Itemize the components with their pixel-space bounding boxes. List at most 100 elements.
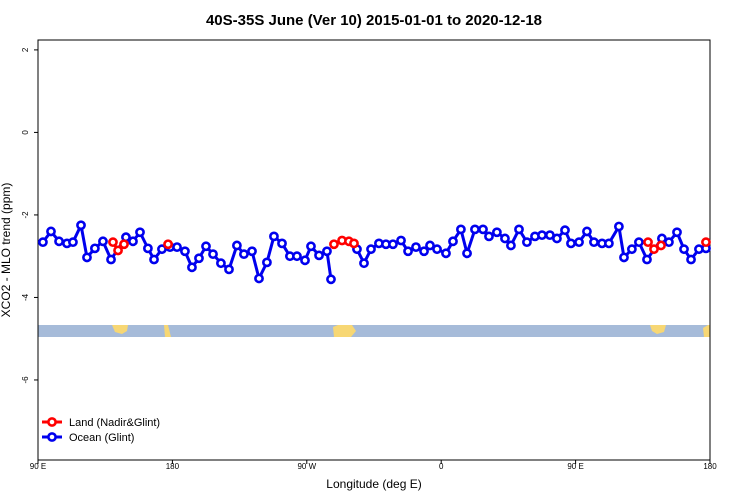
data-point (326, 274, 336, 285)
data-point (89, 243, 100, 254)
data-point (462, 248, 472, 259)
x-tick-label: 0 (439, 462, 444, 471)
data-point (701, 237, 711, 248)
data-point (396, 235, 406, 246)
data-point (614, 221, 624, 232)
x-axis-label: Longitude (deg E) (326, 477, 421, 491)
data-point (425, 240, 435, 251)
data-point (656, 240, 666, 251)
data-point (411, 242, 421, 253)
legend-label: Land (Nadir&Glint) (69, 417, 160, 429)
y-tick-label: 0 (21, 130, 30, 135)
y-tick-label: 2 (21, 47, 30, 52)
data-point (626, 244, 637, 255)
data-point (484, 231, 494, 242)
data-point (552, 233, 562, 244)
data-point (500, 233, 510, 244)
data-point (419, 246, 429, 257)
data-point (300, 255, 310, 266)
chart-title: 40S-35S June (Ver 10) 2015-01-01 to 2020… (206, 12, 542, 29)
data-point (143, 243, 153, 254)
data-point (172, 242, 182, 253)
data-point (589, 237, 599, 248)
legend-label: Ocean (Glint) (69, 432, 134, 444)
data-point (686, 254, 696, 265)
land-shape (333, 325, 356, 337)
data-point (187, 262, 197, 273)
data-point (113, 245, 123, 256)
legend-marker (47, 417, 57, 427)
data-point (388, 239, 398, 250)
x-tick-label: 90 W (297, 462, 316, 471)
data-point (82, 252, 92, 263)
data-point (514, 224, 524, 235)
data-point (54, 236, 64, 247)
data-point (492, 227, 502, 238)
data-point (478, 224, 488, 235)
data-point (322, 246, 332, 257)
data-point (643, 237, 653, 248)
data-point (128, 236, 138, 247)
data-point (634, 237, 644, 248)
data-point (208, 249, 218, 260)
data-point (224, 264, 234, 275)
data-point (194, 253, 204, 264)
data-point (664, 237, 674, 248)
data-point (180, 246, 190, 257)
data-point (106, 254, 116, 265)
data-point (135, 227, 145, 238)
data-point (349, 238, 359, 249)
data-point (359, 258, 369, 269)
data-point (119, 239, 129, 250)
data-point (619, 252, 629, 263)
data-point (163, 239, 173, 250)
legend-item: Land (Nadir&Glint) (42, 417, 160, 429)
x-tick-label: 90 E (30, 462, 46, 471)
data-point (306, 241, 316, 252)
data-point (582, 226, 592, 237)
data-point (566, 238, 576, 249)
data-point (522, 237, 532, 248)
data-point (403, 246, 413, 257)
data-point (98, 236, 108, 247)
data-point (448, 236, 458, 247)
x-tick-label: 180 (166, 462, 180, 471)
data-point (239, 249, 249, 260)
land-shape (703, 325, 710, 337)
data-point (46, 226, 56, 237)
data-point (157, 244, 167, 255)
land-shape (164, 325, 171, 337)
legend-item: Ocean (Glint) (42, 432, 134, 444)
data-point (254, 273, 264, 284)
data-point (314, 250, 324, 261)
data-point (247, 246, 257, 257)
legend-marker (47, 432, 57, 442)
data-point (470, 224, 480, 235)
data-point (108, 237, 118, 248)
data-point (679, 244, 689, 255)
y-tick-label: -4 (21, 293, 30, 301)
data-point (560, 225, 570, 236)
data-point (68, 237, 78, 248)
data-point (506, 240, 516, 251)
data-point (292, 251, 302, 262)
ocean-strip (38, 325, 710, 337)
data-point (38, 237, 48, 248)
data-point (456, 224, 466, 235)
data-point (441, 248, 451, 259)
data-point (366, 244, 376, 255)
map-strip (38, 325, 710, 337)
data-point (216, 258, 226, 269)
data-point (149, 254, 159, 265)
land-shape (650, 325, 666, 334)
data-point (232, 240, 242, 251)
data-point (432, 244, 442, 255)
data-point (269, 231, 279, 242)
y-tick-label: -6 (21, 376, 30, 384)
data-point (277, 238, 287, 249)
data-point (329, 239, 339, 250)
y-axis-label: XCO2 - MLO trend (ppm) (0, 183, 13, 318)
data-point (604, 238, 614, 249)
data-point (649, 244, 659, 255)
